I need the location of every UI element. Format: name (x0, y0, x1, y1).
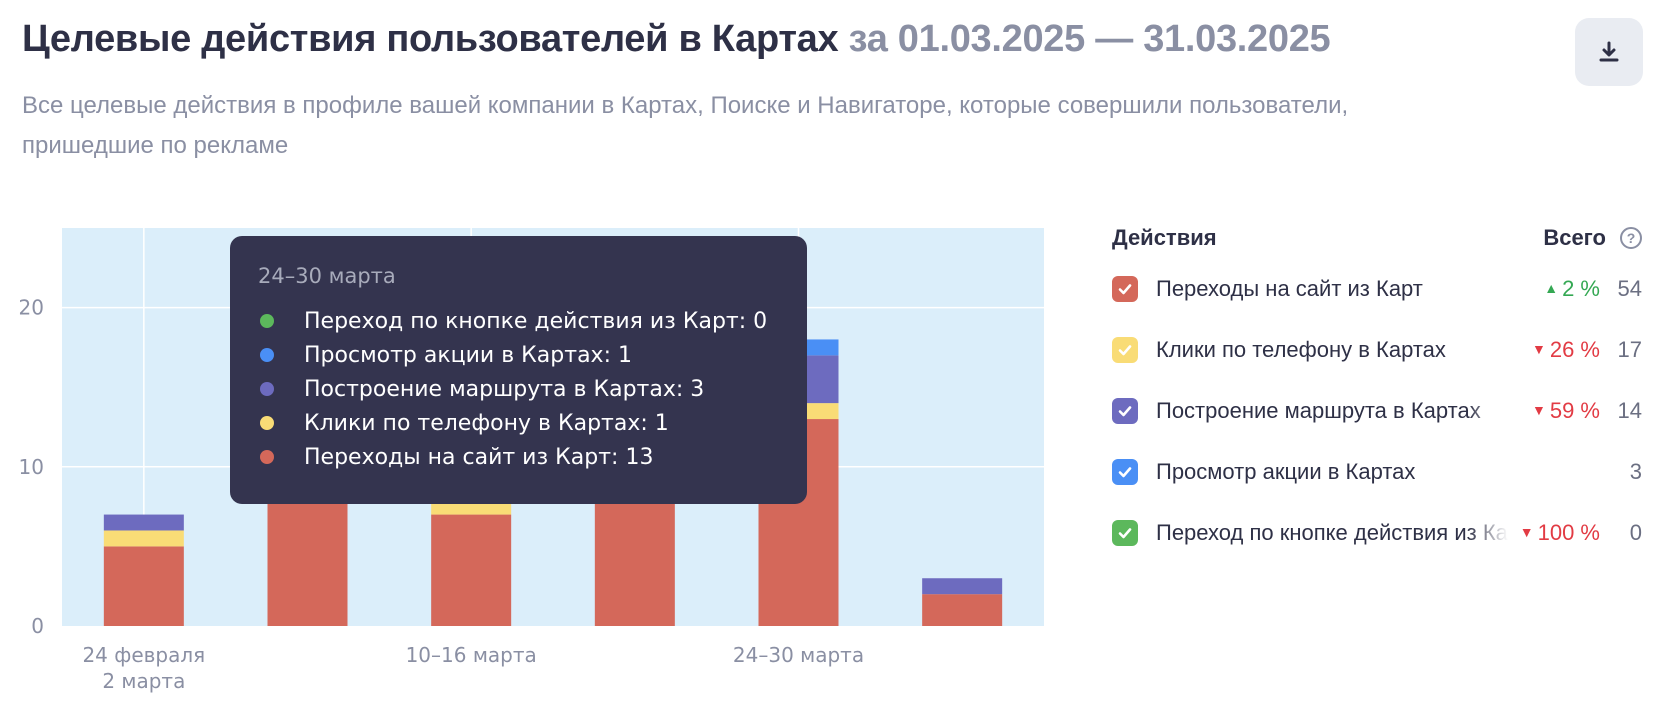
check-icon (1118, 527, 1132, 538)
trend-down-icon: ▼ (1531, 340, 1546, 357)
tooltip-row-label: Просмотр акции в Картах: 1 (304, 342, 632, 368)
tooltip-row: Построение маршрута в Картах: 3 (258, 372, 779, 406)
legend-item[interactable]: Построение маршрута в Картах ▼ 59 % 14 (1112, 380, 1642, 441)
bar-segment[interactable] (103, 530, 184, 547)
tooltip-row-label: Переход по кнопке действия из Карт: 0 (304, 308, 768, 334)
legend-item-total: 17 (1617, 336, 1642, 362)
download-button[interactable] (1575, 18, 1643, 86)
legend-item-change: ▼ 59 % (1531, 397, 1600, 423)
legend-checkbox[interactable] (1112, 397, 1138, 424)
check-icon (1118, 405, 1132, 416)
legend-header: Действия Всего ? (1112, 218, 1642, 258)
legend-item-label: Построение маршрута в Картах (1156, 397, 1508, 424)
tooltip-row: Клики по телефону в Картах: 1 (258, 406, 779, 440)
legend-item-change: ▼ 100 % (1519, 519, 1600, 545)
legend-actions-header: Действия (1112, 225, 1217, 250)
tooltip-row: Просмотр акции в Картах: 1 (258, 338, 779, 372)
legend-item-total: 3 (1629, 458, 1642, 484)
x-tick-label: 2 марта (102, 669, 185, 693)
page-subtitle: Все целевые действия в профиле вашей ком… (22, 92, 1349, 159)
chart-tooltip: 24–30 марта Переход по кнопке действия и… (230, 236, 807, 504)
tooltip-row: Переходы на сайт из Карт: 13 (258, 440, 779, 474)
legend-item-label: Переход по кнопке действия из Карт (1156, 519, 1508, 546)
legend-item[interactable]: Клики по телефону в Картах ▼ 26 % 17 (1112, 319, 1642, 380)
tooltip-series-dot (260, 382, 274, 396)
check-icon (1118, 283, 1132, 294)
check-icon (1118, 344, 1132, 355)
legend-checkbox[interactable] (1112, 275, 1138, 302)
tooltip-series-dot (260, 314, 274, 328)
legend-item-change: ▼ 26 % (1531, 336, 1600, 362)
x-tick-label: 10–16 марта (406, 643, 537, 667)
y-tick-label: 0 (31, 614, 44, 638)
legend-item-total: 14 (1617, 397, 1642, 423)
download-icon (1599, 41, 1619, 62)
legend-item-label: Клики по телефону в Картах (1156, 336, 1508, 363)
legend-checkbox[interactable] (1112, 519, 1138, 546)
tooltip-series-dot (260, 450, 274, 464)
legend-total-header: Всего (1543, 225, 1606, 250)
bar-segment[interactable] (922, 578, 1003, 595)
x-tick-label: 24 февраля (82, 643, 205, 667)
bar-segment[interactable] (103, 514, 184, 531)
legend-item[interactable]: Переходы на сайт из Карт ▲ 2 % 54 (1112, 258, 1642, 319)
legend-item-total: 54 (1617, 275, 1642, 301)
title-main: Целевые действия пользователей в Картах (22, 18, 839, 60)
page-title: Целевые действия пользователей в Картах … (22, 18, 1331, 61)
y-tick-label: 10 (19, 455, 44, 479)
legend-item-label: Просмотр акции в Картах (1156, 458, 1508, 485)
bar-segment[interactable] (103, 546, 184, 626)
tooltip-series-dot (260, 416, 274, 430)
y-tick-label: 20 (19, 296, 44, 320)
tooltip-row-label: Переходы на сайт из Карт: 13 (304, 444, 654, 470)
legend-checkbox[interactable] (1112, 336, 1138, 363)
bar-segment[interactable] (922, 594, 1003, 626)
tooltip-row-label: Построение маршрута в Картах: 3 (304, 376, 705, 402)
legend-item[interactable]: Просмотр акции в Картах 3 (1112, 441, 1642, 502)
tooltip-row-label: Клики по телефону в Картах: 1 (304, 410, 669, 436)
legend-item-total: 0 (1629, 519, 1642, 545)
tooltip-title: 24–30 марта (258, 264, 396, 288)
legend-item-change: ▲ 2 % (1544, 275, 1600, 301)
legend-item-label: Переходы на сайт из Карт (1156, 275, 1508, 302)
x-tick-label: 24–30 марта (733, 643, 864, 667)
trend-up-icon: ▲ (1544, 279, 1559, 296)
check-icon (1118, 466, 1132, 477)
legend-checkbox[interactable] (1112, 458, 1138, 485)
trend-down-icon: ▼ (1531, 401, 1546, 418)
bar-segment[interactable] (431, 514, 512, 626)
trend-down-icon: ▼ (1519, 523, 1534, 540)
legend-panel: Действия Всего ? Переходы на сайт из Кар… (1112, 218, 1642, 563)
tooltip-series-dot (260, 348, 274, 362)
tooltip-row: Переход по кнопке действия из Карт: 0 (258, 304, 779, 338)
legend-item[interactable]: Переход по кнопке действия из Карт ▼ 100 %… (1112, 502, 1642, 563)
help-icon[interactable]: ? (1620, 227, 1642, 249)
title-period: за 01.03.2025 — 31.03.2025 (848, 18, 1331, 60)
